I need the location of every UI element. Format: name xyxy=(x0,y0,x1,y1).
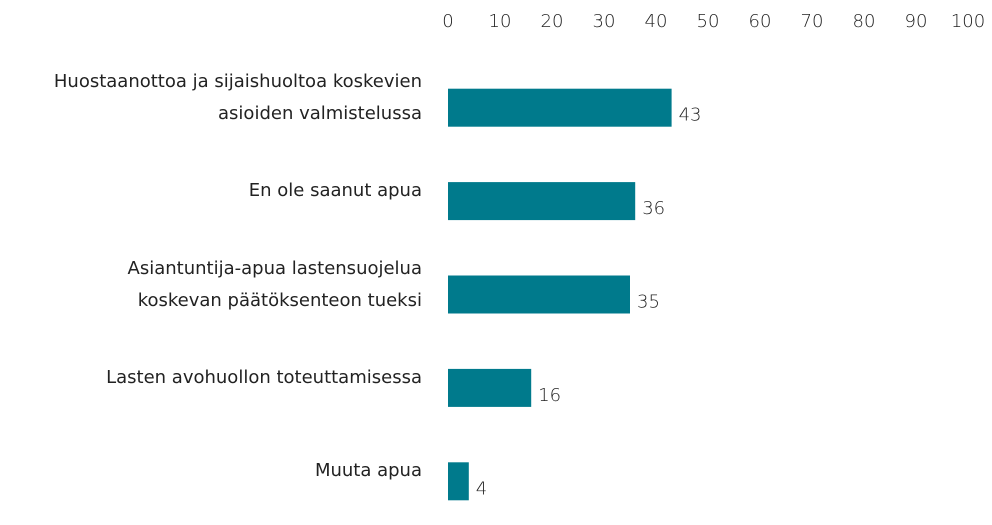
value-label: 36 xyxy=(642,198,665,219)
bar xyxy=(448,275,630,314)
x-tick-label: 20 xyxy=(541,11,564,32)
x-tick-label: 30 xyxy=(593,11,616,32)
x-tick-label: 60 xyxy=(749,11,772,32)
value-label: 4 xyxy=(476,478,487,499)
category-label: Lasten avohuollon toteuttamisessa xyxy=(106,366,422,388)
category-label: Huostaanottoa ja sijaishuoltoa koskevien… xyxy=(53,70,422,124)
bar xyxy=(448,88,672,127)
x-tick-label: 70 xyxy=(801,11,824,32)
value-label: 16 xyxy=(538,385,561,406)
category-label: Asiantuntija-apua lastensuojelua koskeva… xyxy=(127,257,422,311)
category-label: En ole saanut apua xyxy=(248,180,422,202)
x-tick-label: 80 xyxy=(853,11,876,32)
x-tick-label: 0 xyxy=(442,11,453,32)
x-tick-label: 10 xyxy=(489,11,512,32)
x-tick-label: 100 xyxy=(951,11,985,32)
value-label: 35 xyxy=(637,292,660,313)
bar xyxy=(448,462,469,501)
x-tick-label: 40 xyxy=(645,11,668,32)
bar xyxy=(448,368,532,407)
value-label: 43 xyxy=(679,105,702,126)
x-tick-label: 50 xyxy=(697,11,720,32)
category-label: Muuta apua xyxy=(314,460,422,482)
x-tick-label: 90 xyxy=(905,11,928,32)
bar xyxy=(448,182,636,221)
